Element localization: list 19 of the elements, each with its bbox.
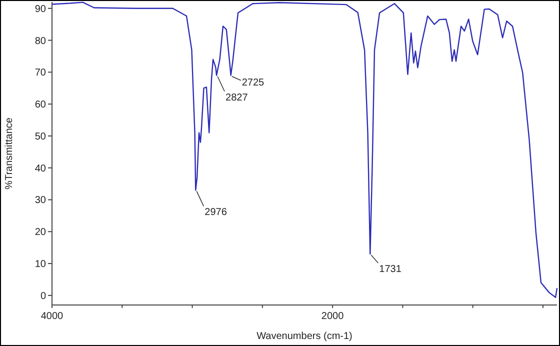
annotation: 2827: [226, 92, 248, 104]
y-tick-label: 40: [34, 163, 46, 174]
y-tick-label: 60: [34, 100, 46, 111]
y-tick-label: 10: [34, 259, 46, 270]
line-series: [51, 2, 558, 298]
y-tick-label: 80: [34, 36, 46, 47]
y-tick-label: 30: [34, 195, 46, 206]
y-tick-label: 90: [34, 4, 46, 15]
annotation: 2976: [204, 207, 228, 218]
x-tick-label: 4000: [40, 311, 64, 322]
y-tick-label: 0: [40, 290, 46, 302]
y-tick-label: 50: [34, 131, 46, 142]
y-axis-title: %Transmittance: [4, 117, 15, 190]
x-axis-title: Wavenumbers (cm-1): [256, 331, 352, 342]
y-tick-label: 70: [34, 68, 46, 79]
x-tick-label: 2000: [321, 311, 344, 322]
annotation: 2725: [242, 77, 265, 88]
annotation: 1731: [379, 264, 402, 275]
y-tick-label: 20: [34, 227, 46, 238]
